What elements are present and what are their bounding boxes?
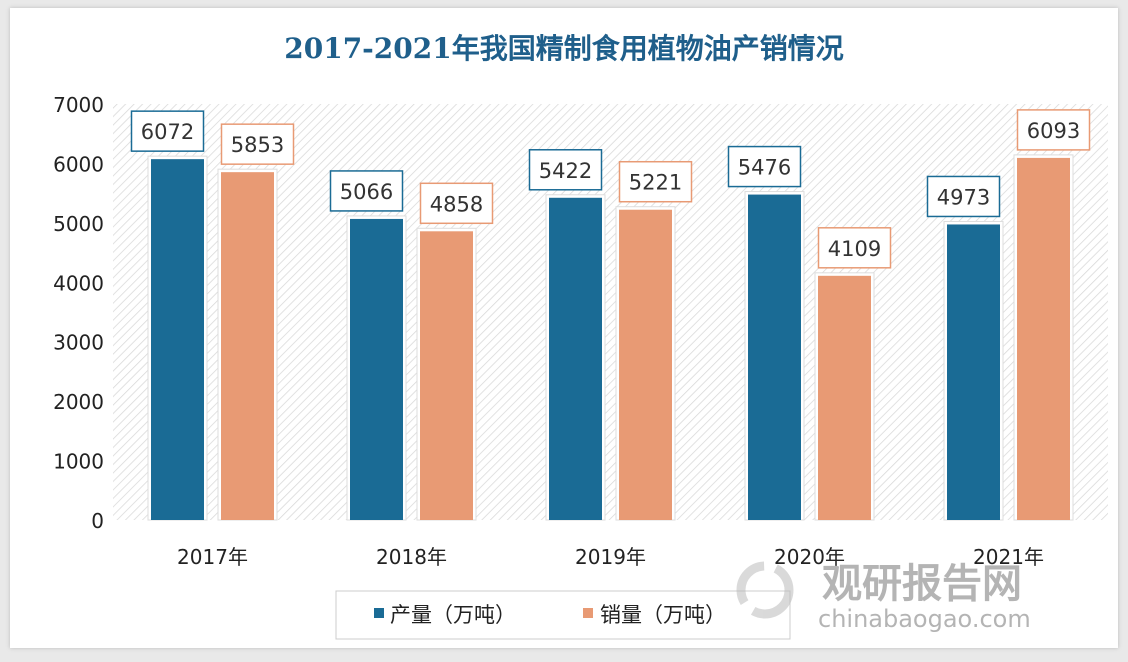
y-tick-label: 6000 (53, 152, 104, 176)
y-tick-label: 5000 (53, 212, 104, 236)
y-tick-label: 2000 (53, 390, 104, 414)
bar-production (748, 194, 801, 520)
data-label-box (817, 227, 892, 269)
x-tick-label: 2019年 (575, 545, 646, 569)
y-tick-label: 7000 (53, 93, 104, 117)
data-label: 4109 (828, 237, 881, 261)
watermark-en: chinabaogao.com (818, 605, 1031, 633)
bar-sales (619, 209, 672, 520)
data-label: 5476 (738, 156, 791, 180)
data-label-box (727, 145, 802, 188)
bar-sales (420, 231, 473, 520)
data-label: 5422 (539, 159, 592, 183)
watermark-cn: 观研报告网 (822, 561, 1022, 607)
legend-swatch-production (374, 608, 384, 618)
bar-production (549, 197, 602, 520)
data-label: 4858 (430, 192, 483, 216)
bar-sales (221, 172, 274, 521)
bar-sales (818, 275, 871, 520)
bar-sales (1017, 157, 1070, 520)
x-tick-label: 2021年 (973, 545, 1044, 569)
data-label-box (528, 149, 603, 191)
data-label-box (419, 182, 494, 225)
data-label: 4973 (937, 185, 990, 209)
watermark-logo-icon (736, 561, 794, 619)
data-label: 6093 (1027, 119, 1080, 143)
data-label-box (926, 175, 1001, 218)
legend-label-production: 产量（万吨） (390, 603, 516, 627)
x-tick-label: 2017年 (177, 545, 248, 569)
y-tick-label: 4000 (53, 271, 104, 295)
bar-production (947, 224, 1000, 520)
y-tick-label: 1000 (53, 450, 104, 474)
data-label: 5066 (340, 180, 393, 204)
x-tick-label: 2020年 (774, 545, 845, 569)
bar-production (151, 159, 204, 520)
legend: 产量（万吨） 销量（万吨） (335, 590, 791, 640)
data-label: 6072 (141, 120, 194, 144)
chart-title: 2017-2021年我国精制食用植物油产销情况 (284, 32, 843, 65)
y-tick-label: 0 (91, 509, 104, 533)
data-label-box (130, 110, 205, 152)
data-label-box (220, 123, 295, 165)
data-label-box (618, 160, 693, 203)
legend-swatch-sales (583, 608, 593, 618)
data-label: 5221 (629, 171, 682, 195)
legend-label-sales: 销量（万吨） (600, 603, 726, 627)
watermark: 观研报告网 chinabaogao.com (736, 561, 1031, 633)
data-label-box (329, 170, 404, 212)
plot-area (113, 104, 1108, 520)
data-label-box (1016, 109, 1091, 151)
y-tick-label: 3000 (53, 331, 104, 355)
x-tick-label: 2018年 (376, 545, 447, 569)
bar-production (350, 218, 403, 520)
data-label: 5853 (231, 133, 284, 157)
